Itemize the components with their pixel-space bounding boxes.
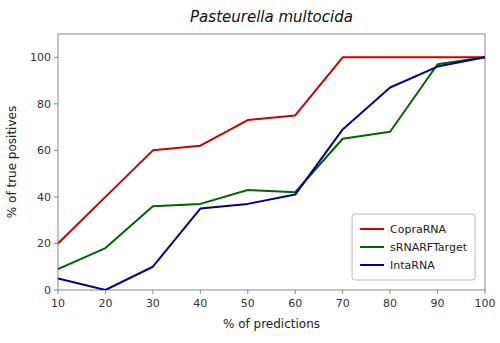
x-tick — [247, 290, 248, 294]
y-axis-label: % of true positives — [5, 106, 19, 218]
x-tick — [152, 290, 153, 294]
x-tick — [58, 290, 59, 294]
x-tick-label: 60 — [288, 297, 302, 310]
x-tick — [295, 290, 296, 294]
legend-label: CopraRNA — [390, 223, 447, 236]
x-tick-label: 30 — [146, 297, 160, 310]
series-line — [58, 57, 485, 290]
x-tick-label: 10 — [51, 297, 65, 310]
y-tick — [54, 103, 58, 104]
y-tick-label: 60 — [37, 144, 51, 157]
x-tick-label: 70 — [336, 297, 350, 310]
x-tick — [437, 290, 438, 294]
x-tick — [105, 290, 106, 294]
x-tick-label: 40 — [193, 297, 207, 310]
y-tick-label: 100 — [30, 51, 51, 64]
x-axis-label: % of predictions — [223, 317, 320, 331]
title: Pasteurella multocida — [190, 8, 353, 26]
plot-lines — [58, 57, 485, 290]
x-tick — [485, 290, 486, 294]
y-tick — [54, 196, 58, 197]
legend-label: IntaRNA — [390, 259, 435, 272]
x-tick-label: 100 — [475, 297, 496, 310]
legend: CopraRNA sRNARFTarget IntaRNA — [352, 214, 475, 280]
y-tick — [54, 243, 58, 244]
y-tick — [54, 150, 58, 151]
x-tick — [200, 290, 201, 294]
y-tick — [54, 290, 58, 291]
x-tick-label: 20 — [98, 297, 112, 310]
y-tick-label: 20 — [37, 237, 51, 250]
legend-swatch — [360, 246, 384, 248]
plot-frame — [58, 34, 485, 290]
x-tick-label: 50 — [241, 297, 255, 310]
legend-box — [352, 214, 475, 280]
x-tick-label: 90 — [431, 297, 445, 310]
chart: 10 20 30 40 50 60 70 80 90 100 0 20 40 60 80 100 Pasteur… — [0, 0, 500, 343]
x-tick — [390, 290, 391, 294]
y-tick — [54, 57, 58, 58]
x-tick-label: 80 — [383, 297, 397, 310]
legend-swatch — [360, 228, 384, 230]
x-tick — [342, 290, 343, 294]
legend-label: sRNARFTarget — [390, 241, 468, 254]
y-tick-label: 40 — [37, 191, 51, 204]
y-tick-label: 0 — [44, 284, 51, 297]
legend-swatch — [360, 264, 384, 266]
y-tick-label: 80 — [37, 98, 51, 111]
